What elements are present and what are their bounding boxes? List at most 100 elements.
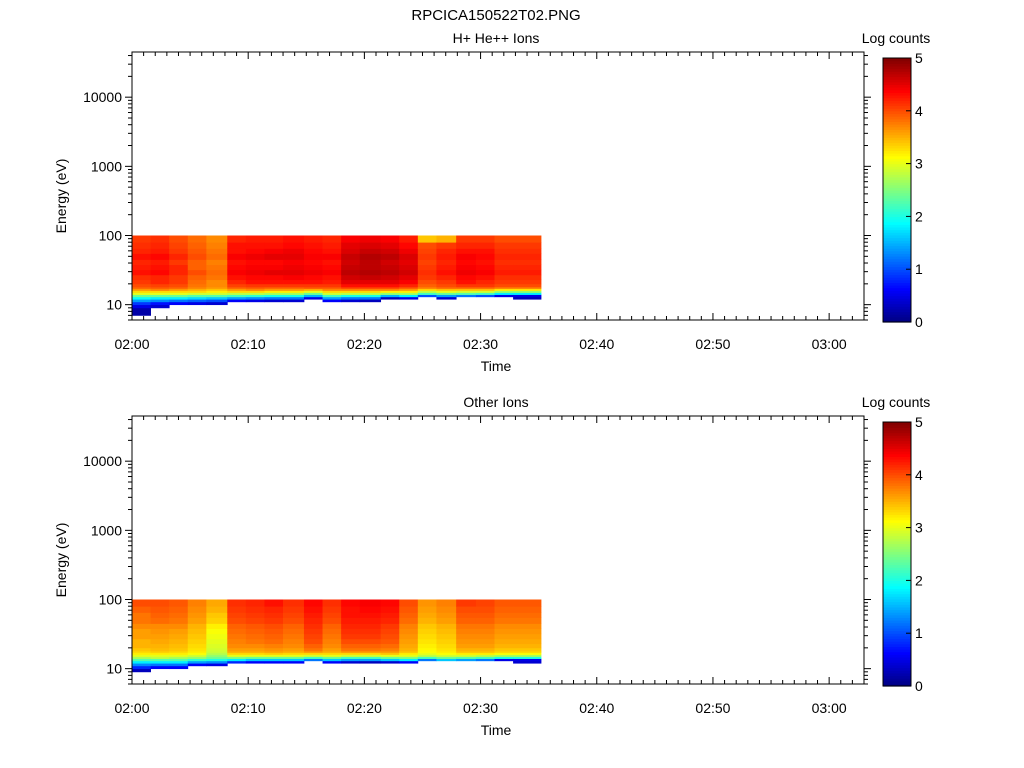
spectrogram-cell <box>206 299 228 303</box>
spectrogram-cell <box>132 647 151 652</box>
spectrogram-cell <box>380 292 400 295</box>
colorbar-swatch <box>883 263 911 268</box>
spectrogram-cell <box>417 651 437 654</box>
spectrogram-cell <box>494 638 514 645</box>
spectrogram-cell <box>187 248 207 254</box>
colorbar-swatch <box>883 269 911 273</box>
spectrogram-cell <box>303 294 323 298</box>
colorbar-swatch <box>883 110 911 115</box>
colorbar-swatch <box>883 620 911 624</box>
spectrogram-cell <box>169 259 189 265</box>
spectrogram-cell <box>494 599 514 607</box>
spectrogram-cell <box>399 290 419 293</box>
colorbar-swatch <box>883 97 911 101</box>
colorbar-tick-label: 4 <box>915 467 923 483</box>
spectrogram-cell <box>264 658 284 662</box>
colorbar-swatch <box>883 672 911 677</box>
spectrogram-cell <box>322 628 342 635</box>
spectrogram-cell <box>475 628 495 635</box>
colorbar-swatch <box>883 226 911 231</box>
spectrogram-cell <box>341 264 361 271</box>
spectrogram-cell <box>399 279 419 285</box>
spectrogram-cell <box>206 290 228 293</box>
spectrogram-cell <box>494 628 514 635</box>
spectrogram-cell <box>187 660 207 664</box>
spectrogram-cell <box>264 623 284 629</box>
spectrogram-cell <box>341 242 361 249</box>
spectrogram-cell <box>245 248 265 254</box>
spectrogram-cell <box>417 633 437 640</box>
spectrogram-cell <box>132 663 151 667</box>
spectrogram-cell <box>456 656 477 659</box>
spectrogram-cell <box>132 279 151 285</box>
spectrogram-cells <box>132 235 542 316</box>
spectrogram-cell <box>283 269 305 276</box>
spectrogram-cell <box>245 296 265 300</box>
colorbar-tick-label: 5 <box>915 50 923 66</box>
x-tick-label: 02:50 <box>695 700 730 716</box>
colorbar-swatch <box>883 68 911 72</box>
spectrogram-cell <box>132 242 151 249</box>
spectrogram-cell <box>513 248 542 254</box>
spectrogram-cell <box>283 264 305 271</box>
spectrogram-cell <box>227 296 247 300</box>
spectrogram-cell <box>227 288 247 291</box>
spectrogram-cell <box>264 288 284 291</box>
colorbar-swatch <box>883 73 911 78</box>
colorbar-swatch <box>883 129 911 133</box>
spectrogram-cell <box>380 274 400 281</box>
spectrogram-cell <box>359 264 382 271</box>
colorbar-swatch <box>883 593 911 597</box>
spectrogram-cell <box>150 242 170 249</box>
spectrogram-cell <box>264 292 284 295</box>
spectrogram-cell <box>359 606 382 613</box>
spectrogram-cell <box>475 287 495 290</box>
spectrogram-cell <box>436 643 457 649</box>
colorbar-swatch <box>883 124 911 128</box>
spectrogram-cell <box>475 651 495 654</box>
y-axis: 10 100 1000 10000 <box>83 55 871 321</box>
spectrogram-cell <box>399 264 419 271</box>
colorbar-frame <box>882 57 912 323</box>
colorbar-swatch <box>883 654 911 658</box>
spectrogram-cell <box>303 287 323 290</box>
spectrogram-cell <box>380 656 400 659</box>
colorbar-tick-label: 3 <box>915 520 923 536</box>
spectrogram-cell <box>494 283 514 288</box>
colorbar-swatch <box>883 274 911 278</box>
spectrogram-cell <box>206 242 228 249</box>
spectrogram-cell <box>132 274 151 281</box>
y-tick-label: 100 <box>99 591 123 607</box>
spectrogram-cell <box>245 264 265 271</box>
spectrogram-cell <box>513 617 542 624</box>
spectrogram-cell <box>206 617 228 624</box>
spectrogram-cell <box>227 654 247 657</box>
spectrogram-cell <box>341 269 361 276</box>
spectrogram-cell <box>322 287 342 290</box>
spectrogram-cell <box>494 294 514 298</box>
colorbar-swatch <box>883 113 911 117</box>
spectrogram-cell <box>264 259 284 265</box>
spectrogram-cell <box>494 288 514 291</box>
spectrogram-cell <box>359 296 382 300</box>
spectrogram-cell <box>245 617 265 624</box>
spectrogram-cell <box>283 658 305 662</box>
spectrogram-cell <box>359 643 382 649</box>
spectrogram-cell <box>456 253 477 260</box>
x-tick-label: 02:40 <box>579 700 614 716</box>
spectrogram-cell <box>169 654 189 657</box>
spectrogram-cell <box>150 296 170 300</box>
colorbar-label: Log counts <box>862 394 931 410</box>
spectrogram-cell <box>494 269 514 276</box>
spectrogram-cell <box>359 259 382 265</box>
colorbar-swatch <box>883 131 911 136</box>
colorbar-swatch <box>883 612 911 616</box>
spectrogram-cell <box>283 292 305 295</box>
colorbar-swatch <box>883 79 911 83</box>
spectrogram-cell <box>436 652 457 655</box>
colorbar-swatch <box>883 232 911 236</box>
spectrogram-cell <box>436 612 457 618</box>
spectrogram-cell <box>283 283 305 288</box>
colorbar-tick-label: 2 <box>915 572 923 588</box>
spectrogram-cell <box>417 269 437 276</box>
